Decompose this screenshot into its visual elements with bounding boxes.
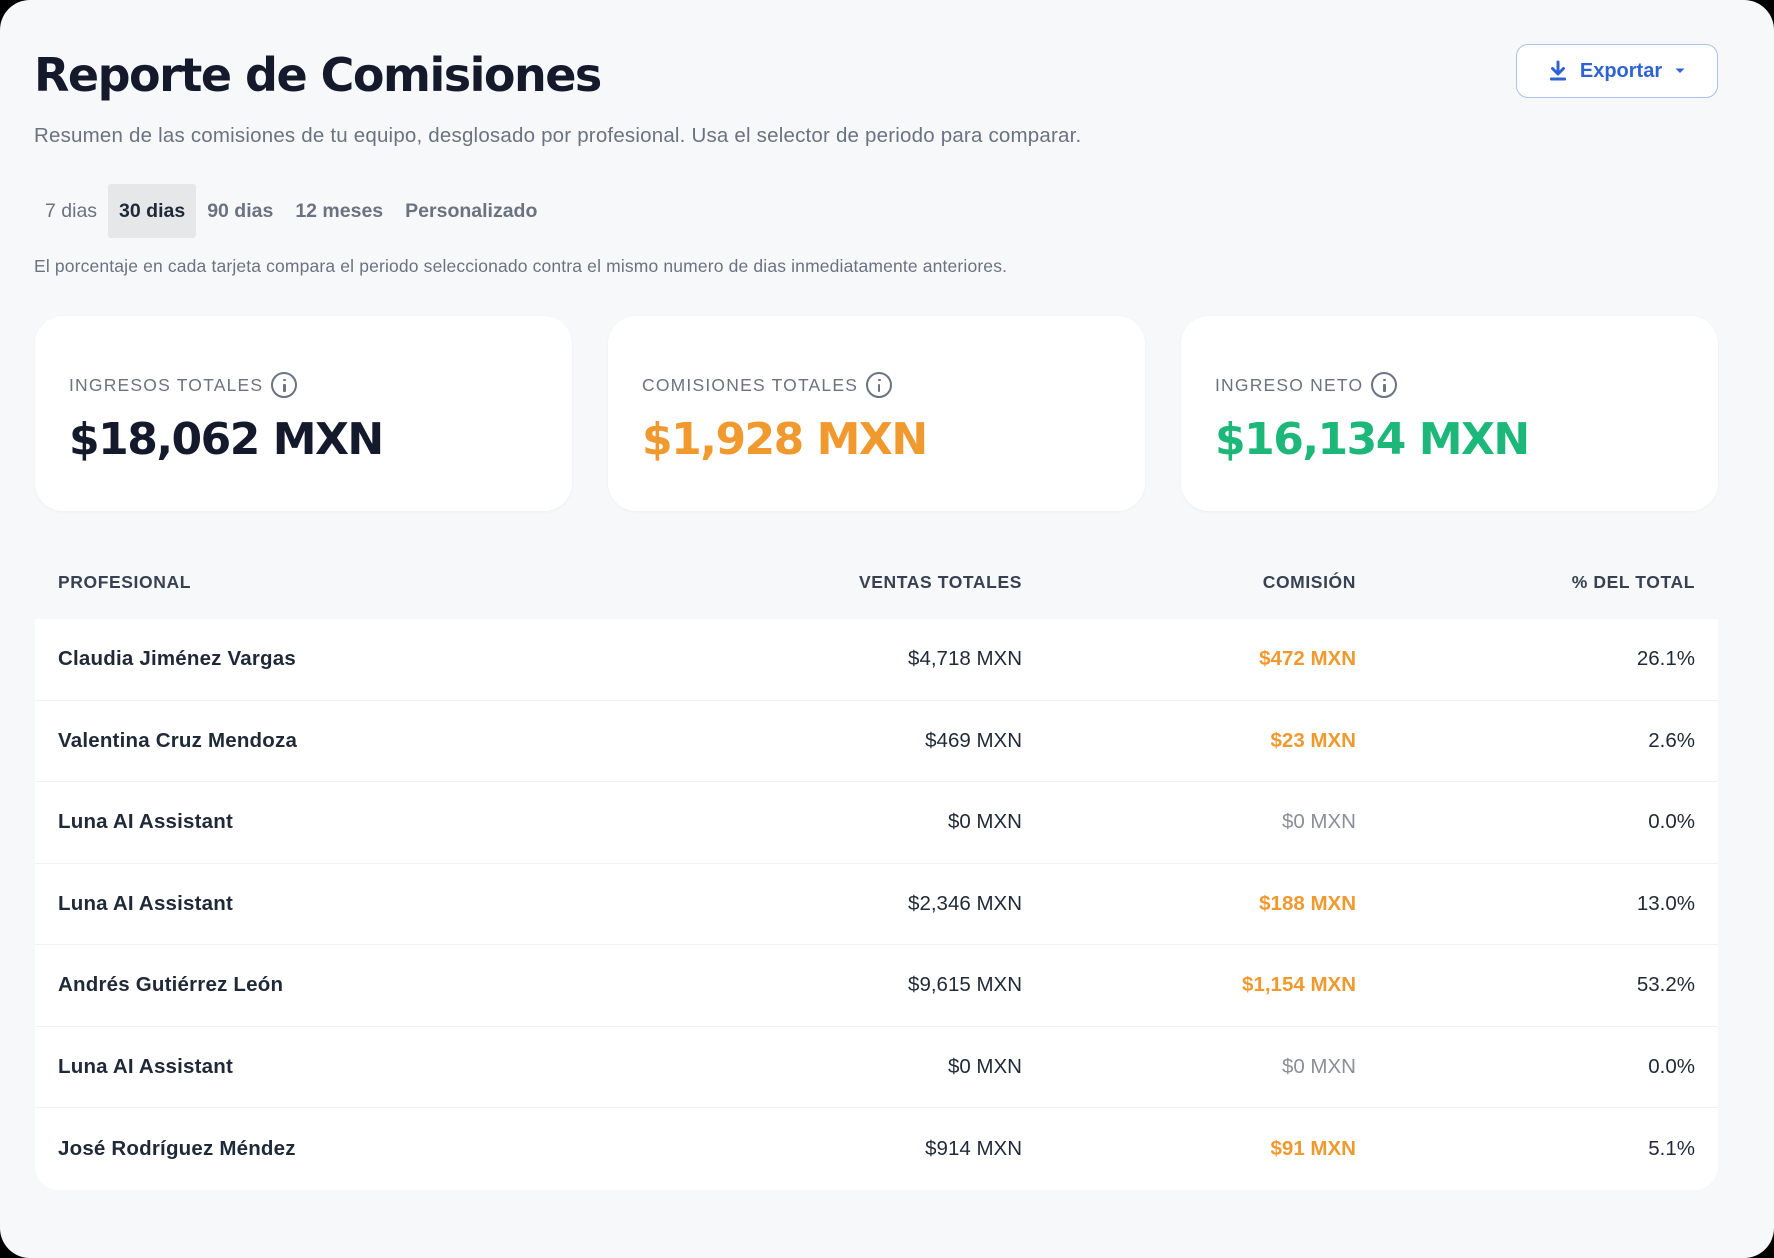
cell-profesional: Luna AI Assistant bbox=[58, 810, 234, 834]
commissions-table: PROFESIONAL VENTAS TOTALES COMISIÓN % DE… bbox=[35, 545, 1718, 1190]
cell-porcentaje: 0.0% bbox=[1648, 1054, 1695, 1078]
card-label-text: INGRESOS TOTALES bbox=[69, 374, 264, 395]
info-icon[interactable] bbox=[866, 372, 893, 398]
table-row[interactable]: José Rodríguez Méndez $914 MXN $91 MXN 5… bbox=[35, 1108, 1718, 1190]
cell-ventas: $914 MXN bbox=[925, 1136, 1022, 1160]
card-label: INGRESO NETO bbox=[1215, 372, 1718, 398]
card-value: $16,134 MXN bbox=[1215, 414, 1530, 465]
cell-porcentaje: 53.2% bbox=[1636, 973, 1695, 997]
cell-porcentaje: 26.1% bbox=[1636, 647, 1695, 671]
cell-ventas: $0 MXN bbox=[947, 810, 1022, 834]
export-button[interactable]: Exportar bbox=[1516, 44, 1718, 98]
cell-porcentaje: 13.0% bbox=[1636, 891, 1695, 915]
tab-7-dias[interactable]: 7 dias bbox=[45, 200, 98, 222]
page-title: Reporte de Comisiones bbox=[34, 48, 602, 102]
summary-cards: INGRESOS TOTALES $18,062 MXN COMISIONES … bbox=[35, 316, 1718, 511]
page-header: Reporte de Comisiones Resumen de las com… bbox=[34, 44, 1718, 148]
export-label: Exportar bbox=[1579, 59, 1663, 82]
card-label-text: INGRESO NETO bbox=[1215, 374, 1364, 395]
cell-comision: $1,154 MXN bbox=[1242, 973, 1356, 997]
cell-profesional: Andrés Gutiérrez León bbox=[58, 973, 284, 997]
card-label: COMISIONES TOTALES bbox=[642, 372, 1145, 398]
table-row[interactable]: Claudia Jiménez Vargas $4,718 MXN $472 M… bbox=[35, 619, 1718, 701]
table-row[interactable]: Valentina Cruz Mendoza $469 MXN $23 MXN … bbox=[35, 701, 1718, 782]
card-ingreso-neto: INGRESO NETO $16,134 MXN bbox=[1181, 316, 1718, 511]
cell-porcentaje: 0.0% bbox=[1648, 810, 1695, 834]
column-header-comision[interactable]: COMISIÓN bbox=[1262, 571, 1356, 592]
cell-ventas: $2,346 MXN bbox=[908, 891, 1022, 915]
cell-porcentaje: 2.6% bbox=[1648, 728, 1695, 752]
column-header-profesional[interactable]: PROFESIONAL bbox=[58, 571, 191, 592]
cell-profesional: Luna AI Assistant bbox=[58, 891, 234, 915]
card-value: $18,062 MXN bbox=[69, 414, 384, 465]
tab-30-dias[interactable]: 30 dias bbox=[108, 184, 197, 238]
tab-personalizado[interactable]: Personalizado bbox=[405, 200, 538, 222]
table-row[interactable]: Luna AI Assistant $0 MXN $0 MXN 0.0% bbox=[35, 1027, 1718, 1108]
cell-comision: $472 MXN bbox=[1259, 647, 1356, 671]
cell-profesional: Luna AI Assistant bbox=[58, 1054, 234, 1078]
cell-porcentaje: 5.1% bbox=[1648, 1136, 1695, 1160]
period-selector: 7 dias 30 dias 90 dias 12 meses Personal… bbox=[34, 184, 548, 238]
column-header-porcentaje[interactable]: % DEL TOTAL bbox=[1571, 571, 1695, 592]
caret-down-icon bbox=[1674, 67, 1686, 75]
info-icon[interactable] bbox=[1371, 372, 1398, 398]
card-label: INGRESOS TOTALES bbox=[69, 372, 572, 398]
cell-profesional: Claudia Jiménez Vargas bbox=[58, 647, 296, 671]
column-header-ventas[interactable]: VENTAS TOTALES bbox=[859, 571, 1022, 592]
download-icon bbox=[1548, 60, 1568, 82]
tab-90-dias[interactable]: 90 dias bbox=[207, 200, 274, 222]
table-row[interactable]: Luna AI Assistant $2,346 MXN $188 MXN 13… bbox=[35, 864, 1718, 945]
cell-ventas: $0 MXN bbox=[947, 1054, 1022, 1078]
card-label-text: COMISIONES TOTALES bbox=[642, 374, 859, 395]
info-icon[interactable] bbox=[271, 372, 298, 398]
cell-comision: $0 MXN bbox=[1281, 1054, 1356, 1078]
cell-comision: $0 MXN bbox=[1281, 810, 1356, 834]
cell-profesional: José Rodríguez Méndez bbox=[58, 1136, 296, 1160]
card-ingresos-totales: INGRESOS TOTALES $18,062 MXN bbox=[35, 316, 572, 511]
page-subtitle: Resumen de las comisiones de tu equipo, … bbox=[34, 124, 1082, 147]
cell-comision: $23 MXN bbox=[1270, 728, 1356, 752]
card-value: $1,928 MXN bbox=[642, 414, 928, 465]
cell-comision: $188 MXN bbox=[1259, 891, 1356, 915]
cell-ventas: $9,615 MXN bbox=[908, 973, 1022, 997]
table-row[interactable]: Luna AI Assistant $0 MXN $0 MXN 0.0% bbox=[35, 782, 1718, 864]
card-comisiones-totales: COMISIONES TOTALES $1,928 MXN bbox=[608, 316, 1145, 511]
cell-profesional: Valentina Cruz Mendoza bbox=[58, 728, 298, 752]
cell-ventas: $469 MXN bbox=[925, 728, 1022, 752]
table-row[interactable]: Andrés Gutiérrez León $9,615 MXN $1,154 … bbox=[35, 945, 1718, 1027]
cell-ventas: $4,718 MXN bbox=[908, 647, 1022, 671]
comparison-note: El porcentaje en cada tarjeta compara el… bbox=[34, 256, 1008, 276]
table-header: PROFESIONAL VENTAS TOTALES COMISIÓN % DE… bbox=[35, 545, 1718, 619]
tab-12-meses[interactable]: 12 meses bbox=[295, 200, 384, 222]
cell-comision: $91 MXN bbox=[1270, 1136, 1356, 1160]
